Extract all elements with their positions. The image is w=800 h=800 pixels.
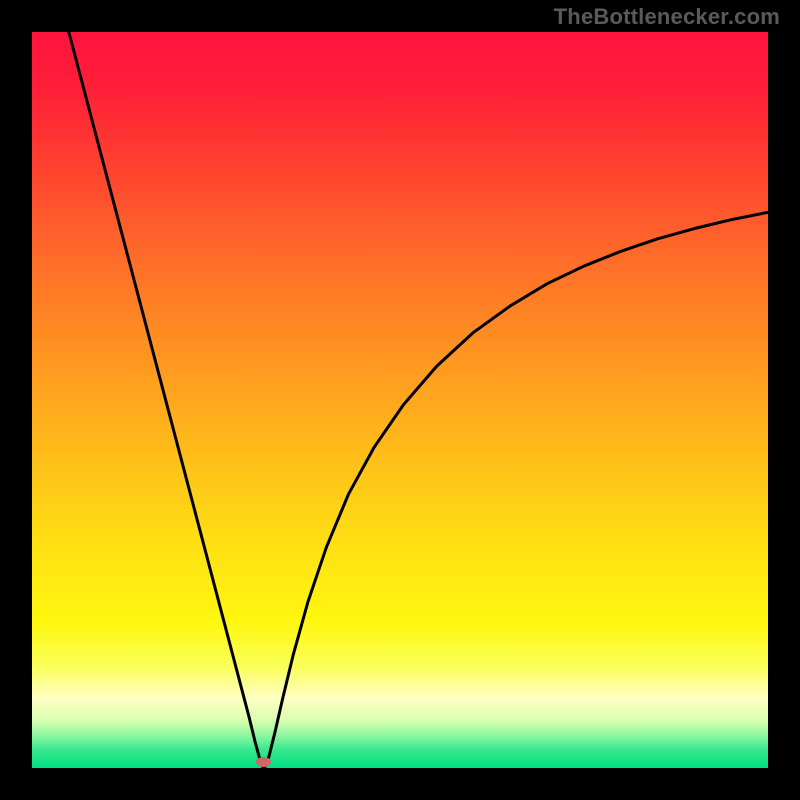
watermark-text: TheBottlenecker.com — [554, 4, 780, 30]
plot-svg — [32, 32, 768, 768]
plot-area — [32, 32, 768, 768]
gradient-background — [32, 32, 768, 768]
